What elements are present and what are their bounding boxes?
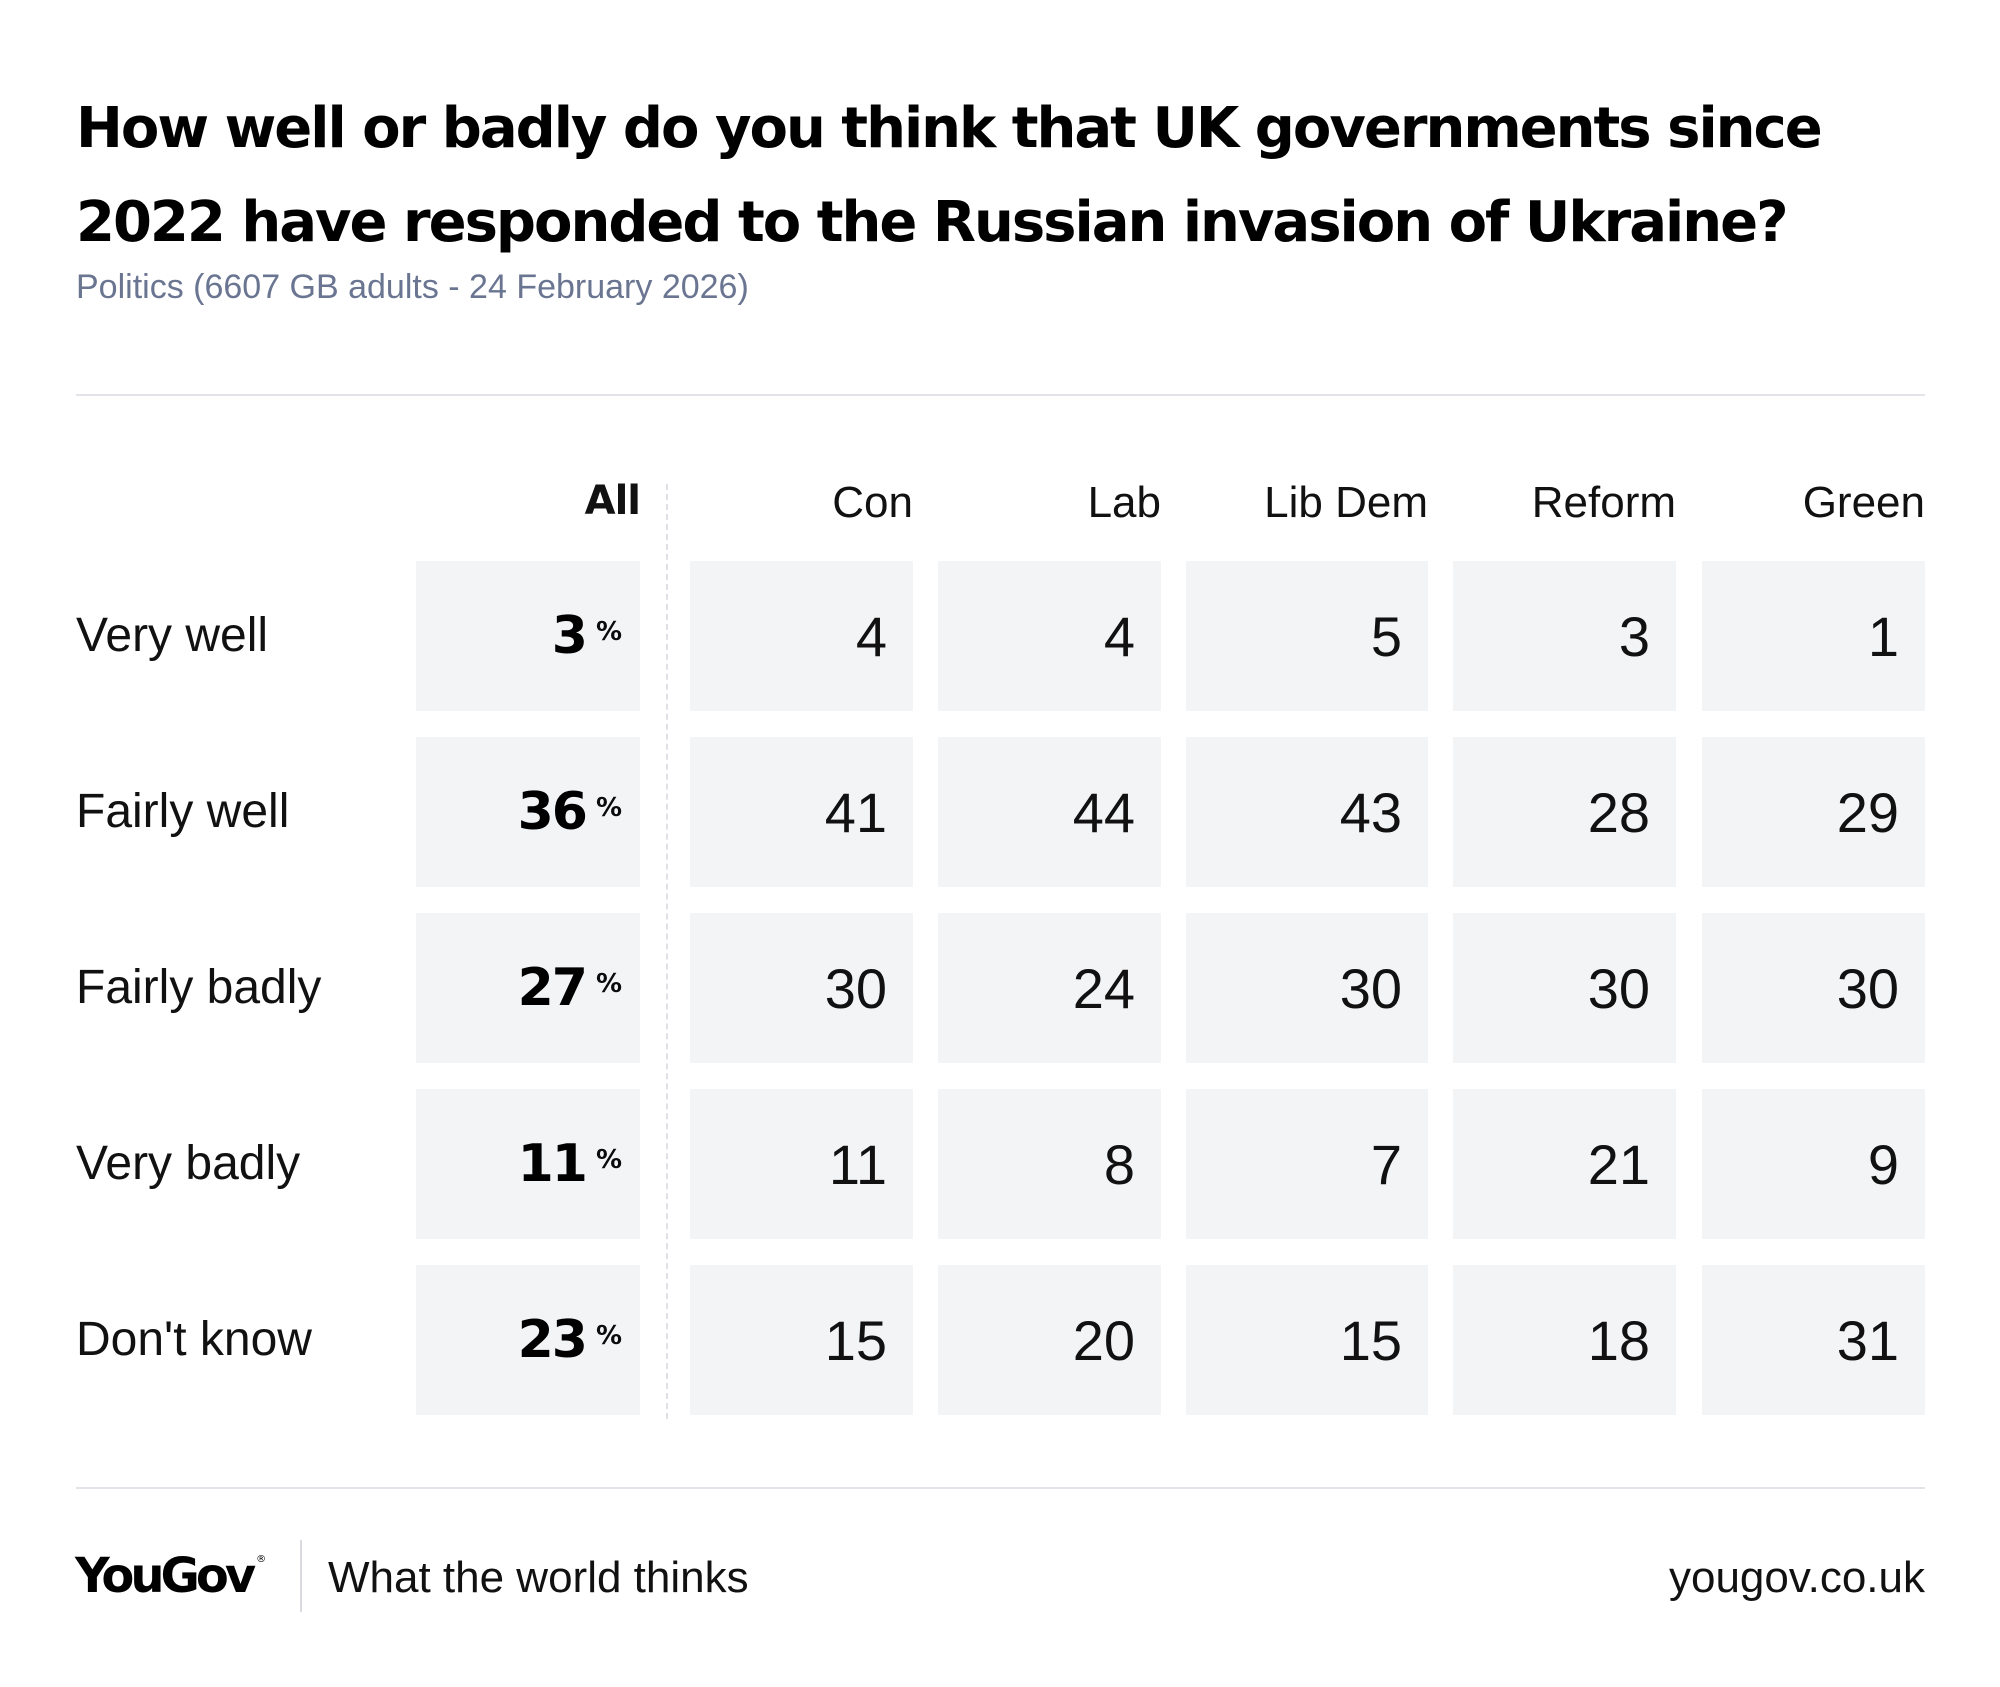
table-cell: 31 — [1702, 1265, 1925, 1415]
cell-value: 28 — [1587, 780, 1650, 844]
table-cell: 9 — [1702, 1089, 1925, 1239]
cell-value: 30 — [1836, 956, 1899, 1020]
row-label: Fairly well — [76, 785, 290, 838]
table-cell: 30 — [1186, 913, 1428, 1063]
cell-value: 15 — [824, 1308, 887, 1372]
top-divider — [76, 394, 1925, 396]
table-cell: 15 — [1186, 1265, 1428, 1415]
column-header-lib-dem: Lib Dem — [1264, 478, 1428, 527]
cell-value: 11 — [828, 1132, 887, 1196]
row-label: Very badly — [76, 1137, 301, 1190]
chart-subtitle: Politics (6607 GB adults - 24 February 2… — [76, 268, 749, 306]
cell-value: 1 — [1867, 604, 1899, 668]
column-header-con: Con — [832, 478, 913, 527]
row-label: Fairly badly — [76, 961, 322, 1014]
cell-value: 8 — [1103, 1132, 1135, 1196]
column-header-lab: Lab — [1087, 478, 1161, 527]
table-cell: 30 — [1453, 913, 1676, 1063]
cell-value: 9 — [1867, 1132, 1899, 1196]
table-cell: 18 — [1453, 1265, 1676, 1415]
percent-sign: % — [595, 1321, 622, 1351]
table-cell: 7 — [1186, 1089, 1428, 1239]
cell-value: 30 — [824, 956, 887, 1020]
table-cell: 43 — [1186, 737, 1428, 887]
table-cell: 3 — [1453, 561, 1676, 711]
row-label: Don't know — [76, 1313, 312, 1366]
cell-value: 3 — [1618, 604, 1650, 668]
registered-mark: ® — [256, 1554, 267, 1565]
bottom-divider — [76, 1487, 1925, 1489]
cell-value: 23 — [517, 1310, 588, 1370]
cell-value: 30 — [1587, 956, 1650, 1020]
cell-value: 36 — [517, 782, 588, 842]
table-cell: 36% — [416, 737, 640, 887]
cell-value: 43 — [1339, 780, 1402, 844]
table-cell: 20 — [938, 1265, 1161, 1415]
site-url[interactable]: yougov.co.uk — [1668, 1553, 1925, 1602]
row-label: Very well — [76, 609, 269, 662]
table-cell: 44 — [938, 737, 1161, 887]
cell-value: 7 — [1370, 1132, 1402, 1196]
percent-sign: % — [595, 969, 622, 999]
cell-value: 4 — [1103, 604, 1135, 668]
cell-value: 31 — [1836, 1308, 1899, 1372]
table-cell: 1 — [1702, 561, 1925, 711]
cell-value: 15 — [1339, 1308, 1402, 1372]
cell-value: 41 — [824, 780, 887, 844]
cell-value: 30 — [1339, 956, 1402, 1020]
cell-value: 18 — [1587, 1308, 1650, 1372]
table-cell: 3% — [416, 561, 640, 711]
table-cell: 5 — [1186, 561, 1428, 711]
table-cell: 30 — [1702, 913, 1925, 1063]
column-header-green: Green — [1802, 478, 1925, 527]
table-cell: 4 — [690, 561, 913, 711]
cell-value: 5 — [1370, 604, 1402, 668]
all-column-divider — [666, 484, 668, 1419]
table-cell: 27% — [416, 913, 640, 1063]
yougov-logo: YouGov ® — [75, 1548, 266, 1604]
table-cell: 15 — [690, 1265, 913, 1415]
table-cell: 30 — [690, 913, 913, 1063]
chart-title: How well or badly do you think that UK g… — [76, 96, 1823, 255]
cell-value: 3 — [551, 606, 588, 666]
table-cell: 11 — [690, 1089, 913, 1239]
logo-text: YouGov — [75, 1548, 256, 1604]
cell-value: 24 — [1072, 956, 1135, 1020]
cell-value: 20 — [1072, 1308, 1135, 1372]
footer-separator — [300, 1540, 302, 1612]
table-cell: 24 — [938, 913, 1161, 1063]
cell-value: 29 — [1836, 780, 1899, 844]
percent-sign: % — [595, 617, 622, 647]
table-cell: 28 — [1453, 737, 1676, 887]
cell-value: 44 — [1072, 780, 1135, 844]
table-cell: 23% — [416, 1265, 640, 1415]
table-cell: 21 — [1453, 1089, 1676, 1239]
cell-value: 21 — [1587, 1132, 1650, 1196]
percent-sign: % — [595, 793, 622, 823]
table-cell: 8 — [938, 1089, 1161, 1239]
cell-value: 11 — [517, 1134, 588, 1194]
table-cell: 4 — [938, 561, 1161, 711]
percent-sign: % — [595, 1145, 622, 1175]
table-cell: 29 — [1702, 737, 1925, 887]
table-cell: 11% — [416, 1089, 640, 1239]
tagline: What the world thinks — [328, 1553, 749, 1602]
table-cell: 41 — [690, 737, 913, 887]
column-header-reform: Reform — [1531, 478, 1676, 527]
cell-value: 4 — [855, 604, 887, 668]
cell-value: 27 — [517, 958, 588, 1018]
column-header-all: All — [584, 478, 641, 524]
